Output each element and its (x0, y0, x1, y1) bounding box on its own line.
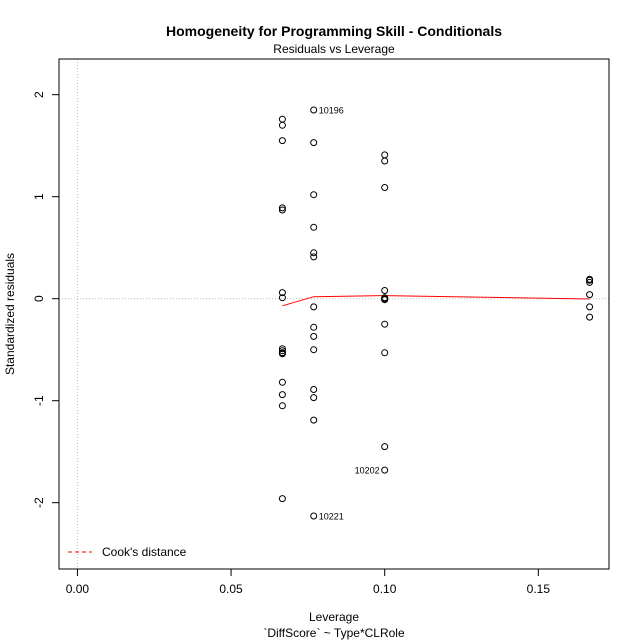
data-point (381, 466, 389, 474)
data-point (381, 320, 389, 328)
chart-title: Homogeneity for Programming Skill - Cond… (166, 23, 502, 39)
data-point (278, 347, 286, 355)
data-point (278, 294, 286, 302)
y-tick-label: -2 (32, 497, 46, 508)
data-point (278, 391, 286, 399)
data-point (278, 495, 286, 503)
data-point (381, 443, 389, 451)
data-point (310, 253, 318, 261)
data-point (586, 313, 594, 321)
data-point (586, 291, 594, 299)
x-tick-label: 0.10 (373, 582, 397, 596)
data-point (310, 303, 318, 311)
plot-frame (58, 58, 610, 570)
data-point (381, 184, 389, 191)
y-tick-label: 0 (32, 295, 46, 302)
data-point (278, 289, 286, 297)
point-label: 10221 (319, 512, 344, 522)
y-axis-label: Standardized residuals (3, 253, 17, 375)
smooth-line (282, 295, 590, 307)
y-axis: -2 -1 0 1 2 (32, 91, 60, 508)
data-point (586, 278, 594, 286)
data-point (278, 115, 286, 123)
data-point (381, 151, 389, 159)
y-tick-label: -1 (32, 395, 46, 406)
data-point (278, 204, 286, 212)
data-point (278, 121, 286, 129)
data-point (381, 287, 389, 294)
data-point (310, 323, 318, 331)
data-points (278, 106, 594, 520)
point-label: 10202 (355, 466, 380, 476)
data-point (310, 346, 318, 354)
data-point (310, 106, 318, 114)
data-point (381, 295, 389, 303)
data-point (310, 249, 318, 257)
point-label: 10196 (319, 106, 344, 116)
data-point (310, 386, 318, 393)
data-point (278, 378, 286, 386)
x-axis: 0.00 0.05 0.10 0.15 (66, 568, 551, 596)
point-labels: 10196 10202 10221 (319, 106, 380, 522)
data-point (381, 157, 389, 165)
data-point (278, 349, 286, 357)
x-tick-label: 0.15 (527, 582, 551, 596)
smooth-line-group (282, 295, 590, 307)
data-point (310, 332, 318, 340)
legend-cook-label: Cook's distance (102, 545, 187, 559)
data-point (310, 223, 318, 231)
data-point (310, 416, 318, 424)
x-tick-label: 0.05 (219, 582, 243, 596)
data-point (586, 303, 594, 311)
data-point (381, 349, 389, 357)
x-axis-label: Leverage (309, 610, 359, 624)
data-point (310, 512, 318, 520)
x-tick-label: 0.00 (66, 582, 90, 596)
data-point (310, 394, 318, 402)
data-point (278, 345, 286, 353)
data-point (278, 206, 286, 214)
data-point (586, 275, 594, 283)
chart-subtitle: Residuals vs Leverage (273, 42, 395, 56)
legend: Cook's distance (68, 545, 187, 559)
data-point (278, 137, 286, 145)
reference-lines (59, 59, 609, 569)
data-point (310, 139, 318, 147)
y-tick-label: 2 (32, 91, 46, 98)
y-tick-label: 1 (32, 193, 46, 200)
data-point (310, 191, 318, 199)
x-axis-formula: `DiffScore` ~ Type*CLRole (263, 626, 405, 640)
data-point (278, 402, 286, 410)
